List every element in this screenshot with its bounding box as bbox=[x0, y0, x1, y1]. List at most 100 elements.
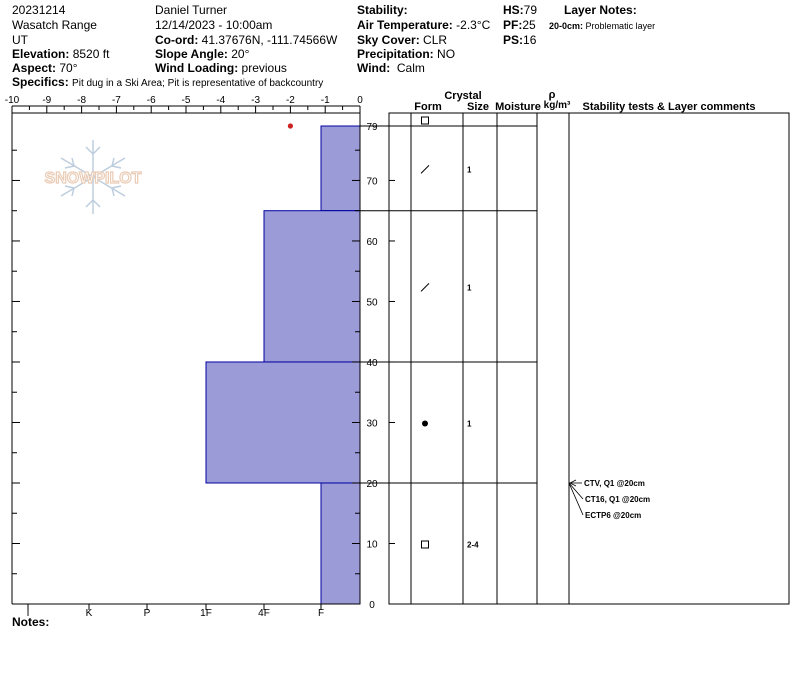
depth-ticks-left bbox=[12, 149, 360, 605]
temperature-tick-label: -1 bbox=[321, 95, 330, 106]
hardness-profile bbox=[205, 125, 361, 605]
stability-label: Stability: bbox=[357, 3, 408, 17]
depth-tick-label: 79 bbox=[366, 122, 378, 133]
temperature-points bbox=[287, 123, 293, 129]
elevation-value: 8520 ft bbox=[72, 47, 110, 61]
layer-note: 20-0cm: Problematic layer bbox=[549, 19, 655, 33]
elevation: Elevation: 8520 ft bbox=[12, 47, 109, 61]
precip-label: Precipitation: bbox=[357, 47, 434, 61]
form-header: Form bbox=[414, 101, 442, 113]
sky-label: Sky Cover: bbox=[357, 33, 420, 47]
notes-label: Notes: bbox=[12, 615, 50, 629]
grain-form-icon bbox=[420, 282, 430, 292]
grain-size-label: 2-4 bbox=[467, 540, 479, 549]
temperature-tick-label: -10 bbox=[5, 95, 20, 106]
grain-form-icon bbox=[421, 116, 429, 125]
temperature-tick-label: 0 bbox=[357, 95, 363, 106]
temperature-tick-label: -8 bbox=[77, 95, 86, 106]
slope-angle: Slope Angle: 20° bbox=[155, 47, 249, 61]
wind-label: Wind: bbox=[357, 61, 391, 75]
stability-comments-header: Stability tests & Layer comments bbox=[582, 101, 755, 113]
size-header: Size bbox=[467, 101, 489, 113]
depth-tick-label: 10 bbox=[366, 539, 378, 550]
temperature-tick-label: -9 bbox=[42, 95, 51, 106]
slope-value: 20° bbox=[231, 47, 250, 61]
depth-tick-label: 60 bbox=[366, 237, 378, 248]
temperature-tick-label: -6 bbox=[147, 95, 156, 106]
grain-size-label: 1 bbox=[467, 165, 472, 174]
stability-test-label: CTV, Q1 @20cm bbox=[584, 479, 645, 488]
moisture-header: Moisture bbox=[495, 101, 541, 113]
layer-note-text: Problematic layer bbox=[585, 21, 656, 31]
temperature-tick-label: -5 bbox=[182, 95, 191, 106]
grain-form-icon bbox=[420, 165, 430, 174]
temperature-tick-label: -3 bbox=[251, 95, 260, 106]
layer-table-frame bbox=[388, 112, 790, 605]
hardness-bar bbox=[205, 361, 361, 484]
grain-form-icon bbox=[422, 420, 428, 427]
depth-axis-labels: 0 10 20 30 40 50 60 70 79 bbox=[366, 122, 378, 611]
specifics-value: Pit dug in a Ski Area; Pit is representa… bbox=[72, 78, 324, 89]
precip-value: NO bbox=[437, 47, 456, 61]
observer-name: Daniel Turner bbox=[155, 3, 228, 17]
range-name: Wasatch Range bbox=[12, 18, 97, 32]
hs-label: HS: bbox=[503, 3, 524, 17]
coord-value: 41.37676N, -111.74566W bbox=[201, 33, 338, 47]
grain-form-icon bbox=[421, 540, 429, 549]
hardness-tick-label: 1F bbox=[200, 608, 212, 619]
grain-size-label: 1 bbox=[467, 419, 472, 428]
wind-loading-label: Wind Loading: bbox=[155, 61, 239, 75]
hardness-axis: I K P 1F 4F F bbox=[27, 604, 324, 619]
stability-test-label: CT16, Q1 @20cm bbox=[585, 495, 650, 504]
stability-test-leader bbox=[568, 482, 584, 516]
coord-label: Co-ord: bbox=[155, 33, 199, 47]
density-unit-header: kg/m³ bbox=[544, 100, 571, 111]
temperature-tick-label: -4 bbox=[216, 95, 225, 106]
logo-text: SNOWPILOT bbox=[45, 170, 142, 187]
pf: PF:25 bbox=[503, 18, 536, 32]
temperature-point bbox=[287, 123, 293, 129]
air-temp-value: -2.3°C bbox=[456, 18, 491, 32]
wind-loading-value: previous bbox=[241, 61, 287, 75]
ps-value: 16 bbox=[523, 33, 537, 47]
ps-label: PS: bbox=[503, 33, 524, 47]
snowflake-icon bbox=[60, 140, 126, 214]
rho-header: ρ bbox=[549, 89, 556, 101]
specifics-label: Specifics: bbox=[12, 75, 69, 89]
sky-value: CLR bbox=[423, 33, 448, 47]
wind-value: Calm bbox=[396, 61, 425, 75]
temperature-tick-label: -7 bbox=[112, 95, 121, 106]
snowpilot-logo: SNOWPILOT bbox=[44, 140, 142, 214]
stability-tests: CTV, Q1 @20cm CT16, Q1 @20cm ECTP6 @20cm bbox=[568, 479, 650, 520]
depth-tick-label: 20 bbox=[366, 479, 378, 490]
wind: Wind: Calm bbox=[357, 61, 425, 75]
sky-cover: Sky Cover: CLR bbox=[357, 33, 447, 47]
hardness-bar bbox=[263, 210, 361, 363]
pf-value: 25 bbox=[522, 18, 536, 32]
hardness-tick-label: I bbox=[27, 608, 30, 619]
temperature-tick-label: -2 bbox=[286, 95, 295, 106]
depth-tick-label: 0 bbox=[369, 600, 375, 611]
crystal-header: Crystal bbox=[444, 90, 481, 102]
layer-rows: 1 1 1 2-4 bbox=[420, 116, 479, 549]
precipitation: Precipitation: NO bbox=[357, 47, 455, 61]
specifics: Specifics: Pit dug in a Ski Area; Pit is… bbox=[12, 75, 323, 91]
hardness-tick-label: P bbox=[144, 608, 151, 619]
pf-label: PF: bbox=[503, 18, 523, 32]
layer-table-depth-ticks bbox=[389, 125, 395, 605]
depth-tick-label: 40 bbox=[366, 358, 378, 369]
slope-label: Slope Angle: bbox=[155, 47, 228, 61]
air-temp-label: Air Temperature: bbox=[357, 18, 453, 32]
air-temperature: Air Temperature: -2.3°C bbox=[357, 18, 490, 32]
hardness-bar bbox=[320, 125, 361, 212]
observation-datetime: 12/14/2023 - 10:00am bbox=[155, 18, 273, 32]
layer-note-range: 20-0cm: bbox=[549, 21, 584, 31]
depth-tick-label: 50 bbox=[366, 297, 378, 308]
hs-value: 79 bbox=[523, 3, 538, 17]
wind-loading: Wind Loading: previous bbox=[155, 61, 287, 75]
layer-boundaries bbox=[360, 125, 537, 484]
layer-notes-label: Layer Notes: bbox=[564, 3, 637, 17]
depth-tick-label: 70 bbox=[366, 176, 378, 187]
state-name: UT bbox=[12, 33, 28, 47]
